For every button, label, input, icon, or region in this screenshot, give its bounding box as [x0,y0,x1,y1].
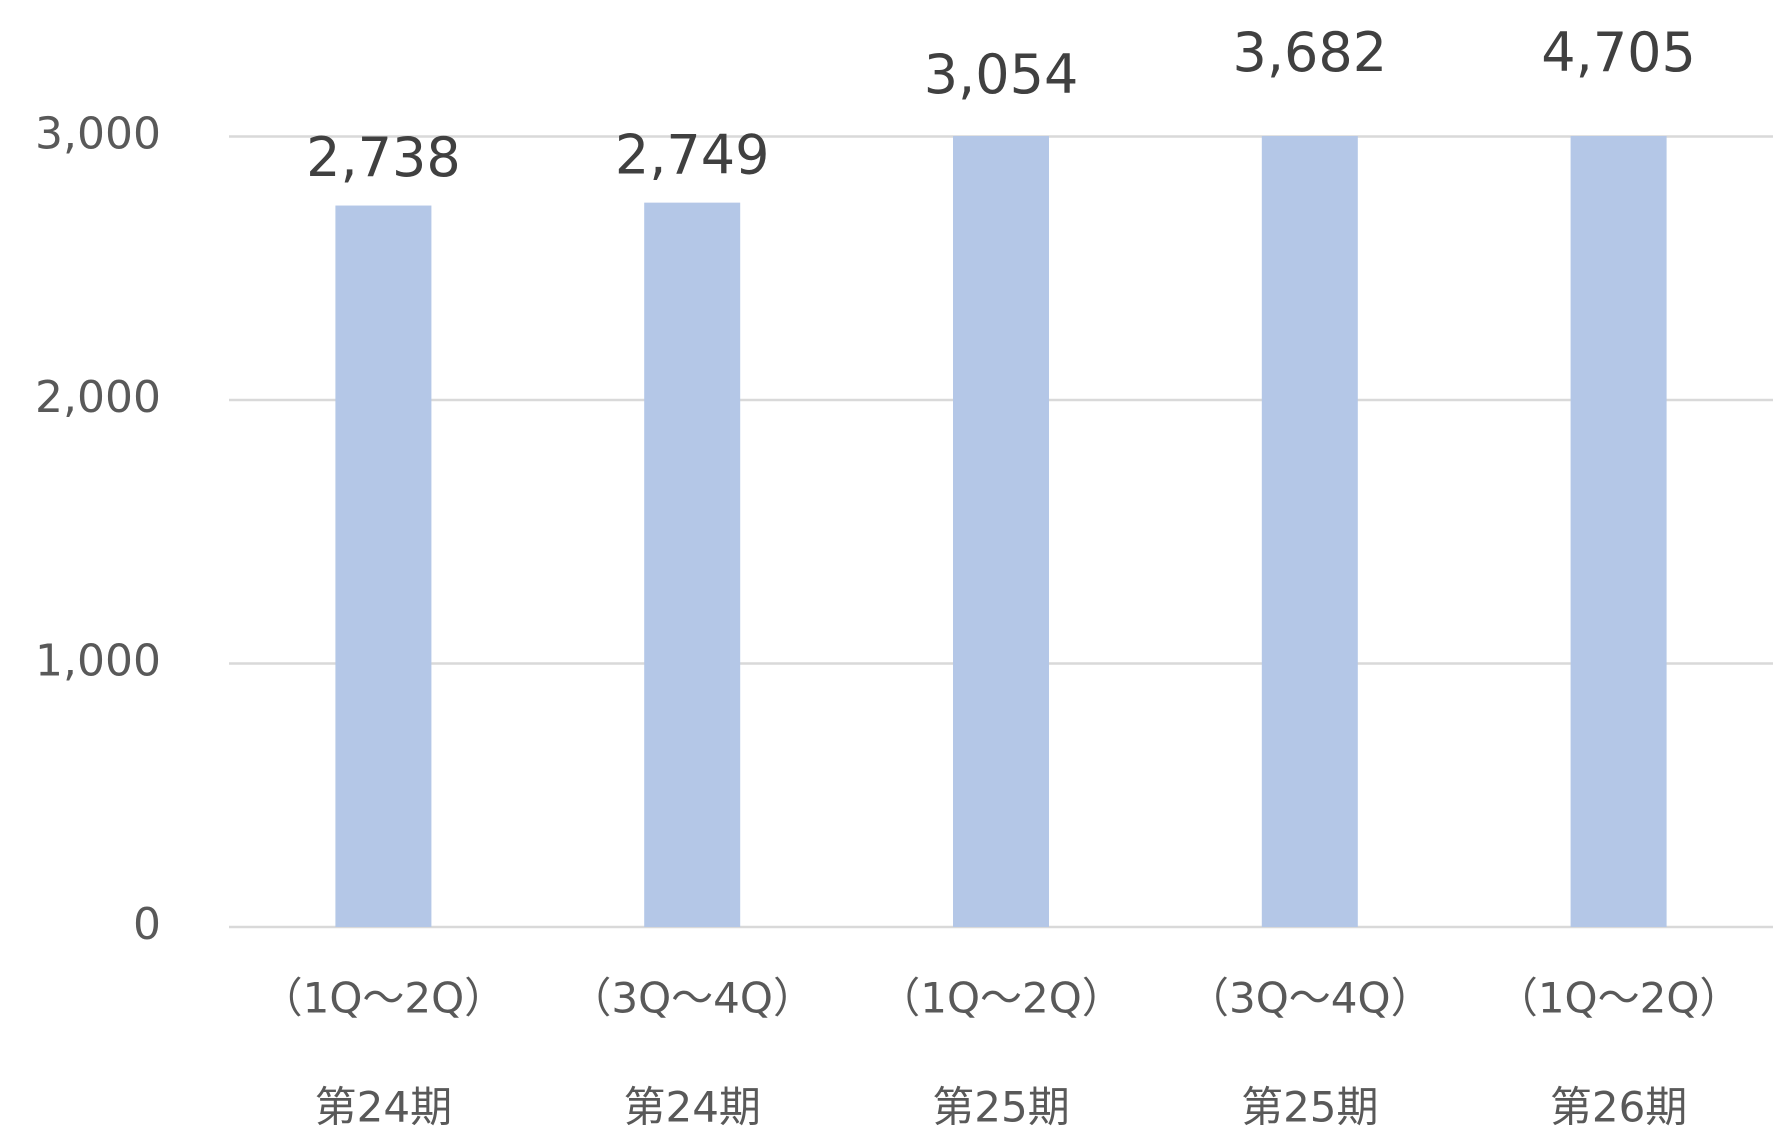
y-tick-label: 1,000 [35,636,161,687]
bar [644,202,741,928]
data-label: 2,749 [615,123,770,186]
x-tick-group-label: 第25期 [1241,1083,1378,1132]
bar [1261,136,1358,928]
x-tick-label: （3Q～4Q） [569,974,815,1023]
labels: 0 1,000 2,000 3,000 （1Q～2Q） 第24期 2,738 （3Q～4Q） 第… [35,21,1741,1131]
x-tick-label: （3Q～4Q） [1187,974,1433,1023]
data-label: 3,682 [1233,21,1388,84]
x-tick-group-label: 第24期 [315,1083,452,1132]
y-tick-label: 0 [133,899,161,950]
bar [953,136,1049,927]
data-label: 3,054 [924,43,1079,106]
y-tick-label: 2,000 [35,372,161,423]
bar [335,205,432,928]
bar [1570,136,1667,927]
x-tick-group-label: 第24期 [623,1083,760,1132]
x-tick-group-label: 第25期 [932,1083,1069,1132]
x-tick-label: （1Q～2Q） [878,974,1124,1023]
data-label: 4,705 [1541,21,1696,84]
x-tick-label: （1Q～2Q） [261,974,507,1023]
data-label: 2,738 [306,126,461,189]
x-tick-group-label: 第26期 [1550,1083,1687,1132]
bars [335,136,1667,928]
x-tick-label: （1Q～2Q） [1496,974,1742,1023]
y-tick-label: 3,000 [35,109,161,160]
